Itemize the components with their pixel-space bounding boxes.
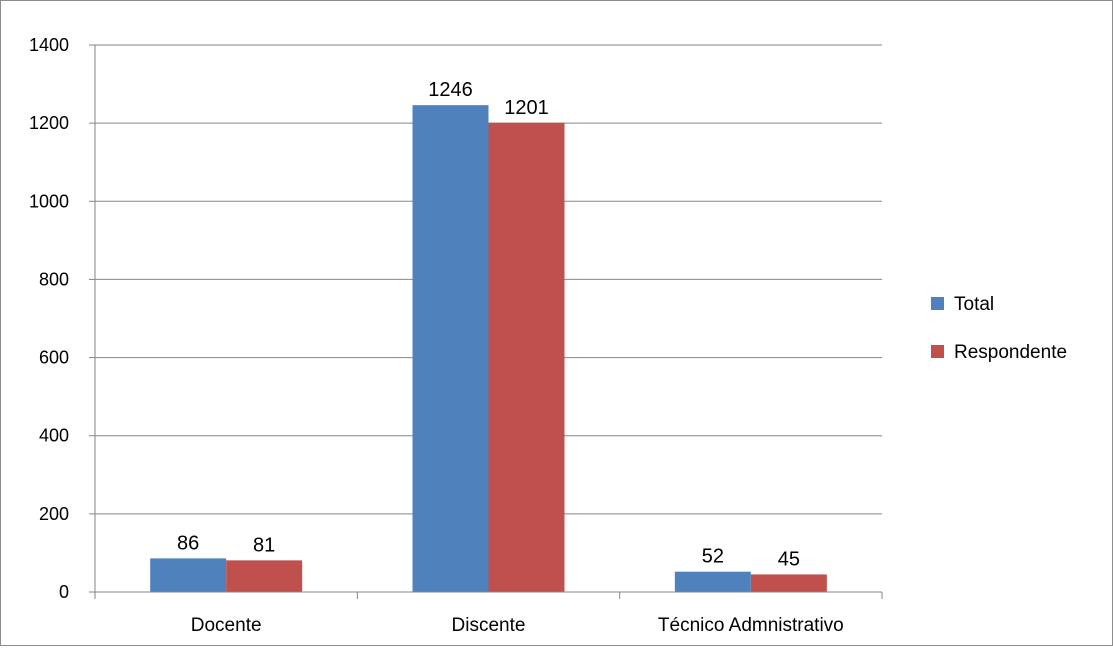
- bar-total: [412, 105, 489, 593]
- bars: [150, 105, 827, 593]
- y-tick-label: 1200: [29, 113, 69, 133]
- data-label: 86: [177, 532, 199, 554]
- data-label: 81: [253, 534, 275, 556]
- x-category-label: Docente: [191, 615, 262, 636]
- y-tick-label: 0: [59, 582, 69, 602]
- x-category-label: Técnico Admnistrativo: [658, 615, 844, 636]
- data-label: 1246: [428, 79, 473, 101]
- y-tick-label: 200: [39, 504, 69, 524]
- labels: 0 200 400 600 800 1000 1200 1400 86 81 Docente 1246…: [29, 35, 844, 636]
- bar-respondente: [226, 560, 303, 592]
- legend: Total Respondente: [931, 294, 1067, 363]
- data-label: 45: [778, 548, 800, 570]
- data-label: 52: [702, 546, 724, 568]
- y-tick-label: 400: [39, 426, 69, 446]
- legend-swatch-total: [931, 297, 944, 310]
- y-tick-label: 800: [39, 269, 69, 289]
- bar-total: [150, 558, 227, 592]
- x-category-label: Discente: [452, 615, 526, 636]
- legend-label-respondente: Respondente: [954, 342, 1067, 363]
- bar-respondente: [750, 574, 827, 592]
- y-tick-label: 1000: [29, 191, 69, 211]
- bar-respondente: [488, 122, 565, 593]
- axes: [89, 44, 883, 599]
- y-tick-label: 1400: [29, 35, 69, 55]
- y-tick-label: 600: [39, 348, 69, 368]
- legend-label-total: Total: [954, 294, 994, 315]
- legend-swatch-respondente: [931, 345, 944, 358]
- data-label: 1201: [504, 97, 549, 119]
- bar-total: [674, 571, 751, 592]
